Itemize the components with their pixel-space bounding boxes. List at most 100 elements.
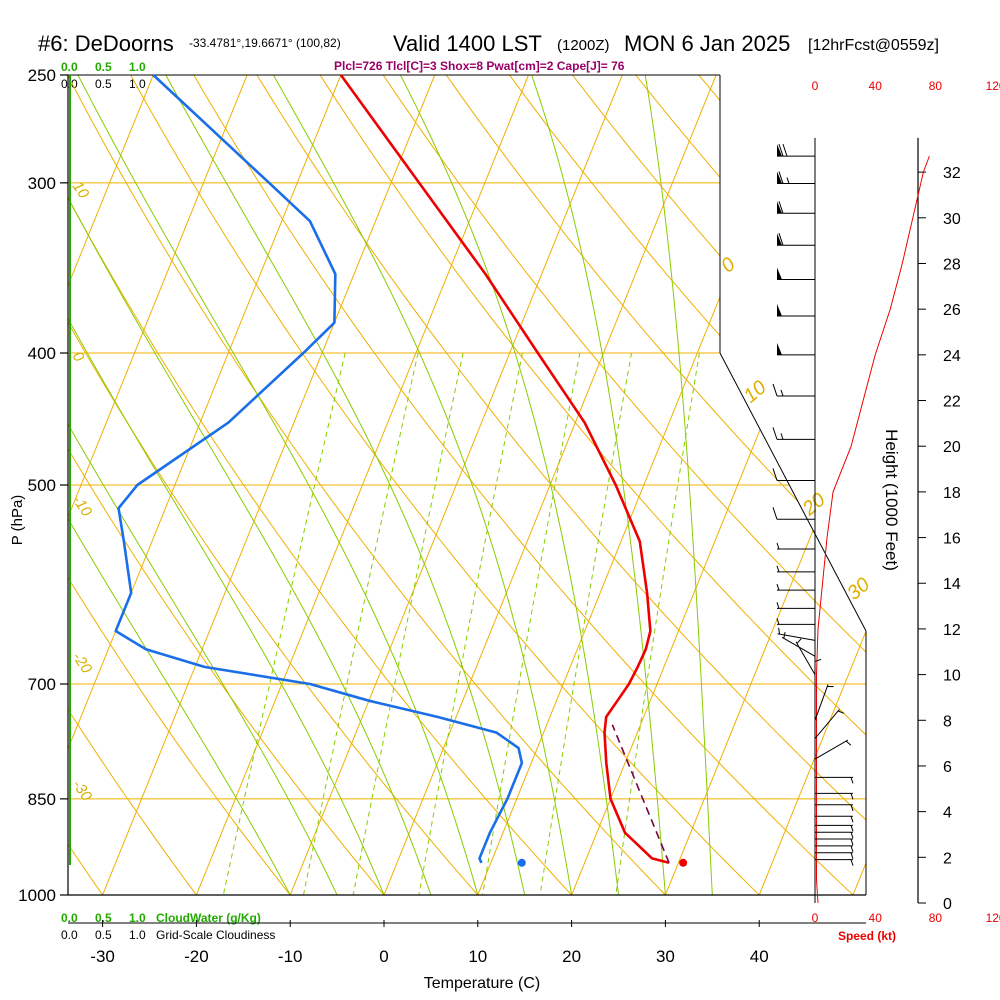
sounding-profiles	[114, 74, 688, 867]
pressure-tick-label: 1000	[18, 886, 56, 905]
wind-barb-flag	[777, 144, 782, 157]
pressure-tick-label: 700	[28, 675, 56, 694]
wind-barb	[815, 859, 854, 866]
wind-barb-feather	[778, 233, 784, 246]
cl-top-tick: 0.5	[95, 77, 112, 91]
wind-barb-half-feather	[778, 627, 781, 635]
height-tick-label: 2	[943, 850, 952, 867]
mixing-ratio-label: 8	[471, 903, 489, 919]
dry-adiabat-line	[68, 75, 197, 895]
wind-barb-feather	[772, 383, 778, 397]
dry-adiabat-line	[193, 75, 854, 895]
dry-adiabat-line	[0, 75, 9, 895]
temperature-tick-label: -20	[184, 947, 209, 966]
wind-barb-feather	[782, 143, 788, 157]
height-tick-label: 18	[943, 485, 961, 502]
wind-barb	[776, 565, 815, 573]
cw-bottom-tick: 0.0	[61, 911, 78, 925]
height-tick-label: 30	[943, 211, 961, 228]
height-tick-label: 22	[943, 394, 961, 411]
cl-bottom-tick: 0.5	[95, 928, 112, 942]
speed-tick-label: 80	[929, 911, 943, 925]
dry-adiabat-line	[68, 75, 385, 895]
wind-barb-half-feather	[776, 602, 780, 609]
mixing-ratio-label: 3	[342, 903, 360, 919]
cw-top-tick: 0.5	[95, 60, 112, 74]
mixing-ratio-label: 20	[602, 900, 624, 922]
wind-panel	[772, 137, 930, 904]
dry-adiabat-label: 10	[740, 376, 771, 407]
height-tick-label: 26	[943, 302, 961, 319]
wind-barb-half-feather	[780, 433, 784, 440]
isotherm-line	[102, 75, 436, 895]
temperature-tick-label: -30	[90, 947, 115, 966]
dry-adiabat-line	[68, 75, 479, 895]
speed-tick-label: 0	[812, 79, 819, 93]
dry-adiabat-line	[256, 75, 866, 895]
moist-adiabat-line	[68, 75, 291, 895]
wind-barb-half-feather	[776, 565, 780, 572]
moist-adiabat-line	[165, 75, 526, 895]
surface-dewpoint-dot	[517, 858, 526, 867]
wind-barb-feather	[778, 201, 784, 214]
wind-barb-half-feather	[776, 583, 780, 591]
height-tick-label: 6	[943, 759, 952, 776]
moist-adiabat-line	[77, 75, 479, 895]
speed-tick-label: 0	[812, 911, 819, 925]
dry-adiabat-line	[445, 75, 866, 895]
wind-barb-half-feather	[850, 838, 854, 846]
height-tick-label: 20	[943, 439, 961, 456]
wind-barb	[815, 845, 854, 853]
wind-barb	[772, 468, 815, 481]
wind-barb-flag	[777, 171, 782, 184]
wind-barb-flag	[777, 342, 782, 355]
wind-barb-half-feather	[837, 710, 845, 714]
wind-barb	[814, 709, 845, 739]
wind-barb-half-feather	[850, 859, 854, 866]
mixing-ratio-label: 2	[292, 903, 310, 919]
height-tick-label: 28	[943, 256, 961, 273]
wind-barb	[777, 233, 815, 246]
dry-adiabat-label: -10	[69, 492, 96, 520]
wind-barb-feather	[772, 427, 778, 440]
isotherm-line	[68, 75, 342, 895]
dry-adiabat-line	[68, 75, 572, 895]
dry-adiabat-label: -30	[69, 777, 96, 805]
dry-adiabat-label: -20	[69, 649, 96, 677]
x-axis-label: Temperature (C)	[424, 975, 540, 992]
dry-adiabat-line	[68, 75, 291, 895]
wind-barb	[814, 684, 834, 721]
wind-barb	[777, 171, 815, 185]
wind-barb-half-feather	[850, 793, 854, 800]
cloudiness-label: Grid-Scale Cloudiness	[156, 928, 275, 942]
mixing-ratio-line	[482, 352, 581, 895]
mixing-ratio-line	[303, 352, 419, 895]
wind-barb-half-feather	[786, 177, 790, 184]
dry-adiabat-label: 10	[69, 178, 93, 202]
mixing-ratio-label: 5	[408, 903, 426, 919]
temperature-tick-label: 20	[562, 947, 581, 966]
height-tick-label: 14	[943, 576, 961, 593]
wind-barb	[777, 267, 815, 280]
dry-adiabat-line	[761, 75, 866, 895]
mixing-ratio-line	[615, 352, 700, 895]
speed-tick-label: 40	[869, 911, 883, 925]
parcel-path	[611, 724, 670, 864]
chart-header: #6: DeDoorns -33.4781°,19.6671° (100,82)…	[38, 31, 939, 73]
wind-barb	[815, 776, 854, 784]
moist-adiabat-line	[68, 75, 432, 895]
wind-barb	[777, 201, 815, 214]
wind-barb	[815, 815, 854, 823]
dewpoint-profile	[114, 74, 524, 864]
dry-adiabat-line	[382, 75, 866, 895]
wind-barb-staff	[777, 633, 816, 641]
cw-bottom-tick: 0.5	[95, 911, 112, 925]
height-tick-label: 0	[943, 896, 952, 913]
wind-barb-half-feather	[776, 542, 780, 550]
wind-speed-profile	[816, 155, 930, 904]
speed-tick-label: 80	[929, 79, 943, 93]
valid-date: MON 6 Jan 2025	[624, 31, 790, 56]
wind-barb-half-feather	[850, 845, 854, 853]
height-axis-label: Height (1000 Feet)	[882, 429, 901, 571]
cw-top-tick: 1.0	[129, 60, 146, 74]
